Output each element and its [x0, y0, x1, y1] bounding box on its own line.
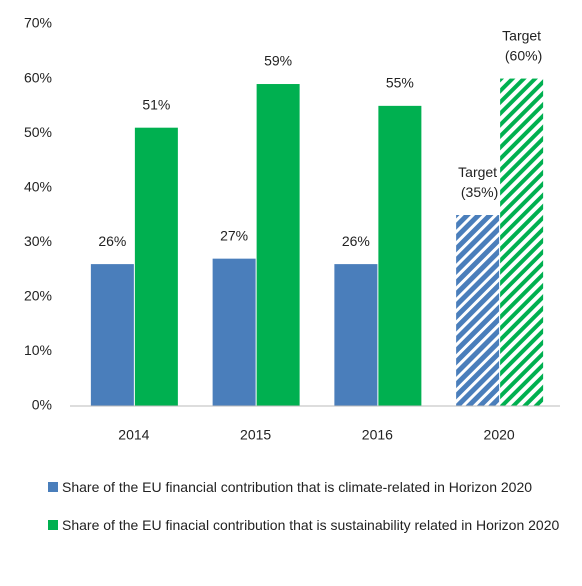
legend-item: Share of the EU financial contribution t…	[48, 478, 568, 496]
value-label: 26%	[98, 233, 126, 249]
label-line: Target	[502, 27, 541, 43]
y-tick-label: 50%	[24, 124, 52, 140]
label-line: (35%)	[457, 184, 498, 200]
bar	[334, 264, 378, 406]
y-tick-label: 30%	[24, 233, 52, 249]
legend-swatch	[48, 482, 58, 492]
y-tick-label: 40%	[24, 178, 52, 194]
value-label: Target (60%)	[501, 27, 542, 63]
value-label: 59%	[264, 53, 292, 69]
bar	[212, 258, 256, 406]
legend-item: Share of the EU finacial contribution th…	[48, 516, 568, 534]
legend-swatch	[48, 520, 58, 530]
value-label: 26%	[342, 233, 370, 249]
y-tick-label: 0%	[32, 397, 52, 413]
value-label: Target (35%)	[457, 164, 498, 200]
value-label: 27%	[220, 227, 248, 243]
legend-label: Share of the EU financial contribution t…	[62, 479, 533, 495]
x-tick-label: 2014	[118, 427, 149, 443]
label-line: (60%)	[501, 47, 542, 63]
x-tick-label: 2015	[240, 427, 271, 443]
bar	[456, 215, 500, 406]
value-label: 55%	[386, 75, 414, 91]
label-line: Target	[458, 164, 497, 180]
y-tick-label: 70%	[24, 15, 52, 31]
x-tick-label: 2016	[362, 427, 393, 443]
value-label: 51%	[142, 96, 170, 112]
chart: 0% 10% 20% 30% 40% 50% 60% 70% 2014 26% 51% 2015 27%…	[24, 15, 560, 443]
legend-label: Share of the EU finacial contribution th…	[62, 517, 560, 533]
bar	[90, 264, 134, 406]
y-tick-label: 60%	[24, 69, 52, 85]
bar	[500, 78, 544, 407]
y-tick-label: 10%	[24, 342, 52, 358]
bar	[378, 105, 422, 406]
legend: Share of the EU financial contribution t…	[48, 478, 568, 554]
bar	[134, 127, 178, 406]
y-tick-label: 20%	[24, 288, 52, 304]
bar	[256, 84, 300, 407]
x-tick-label: 2020	[484, 427, 515, 443]
